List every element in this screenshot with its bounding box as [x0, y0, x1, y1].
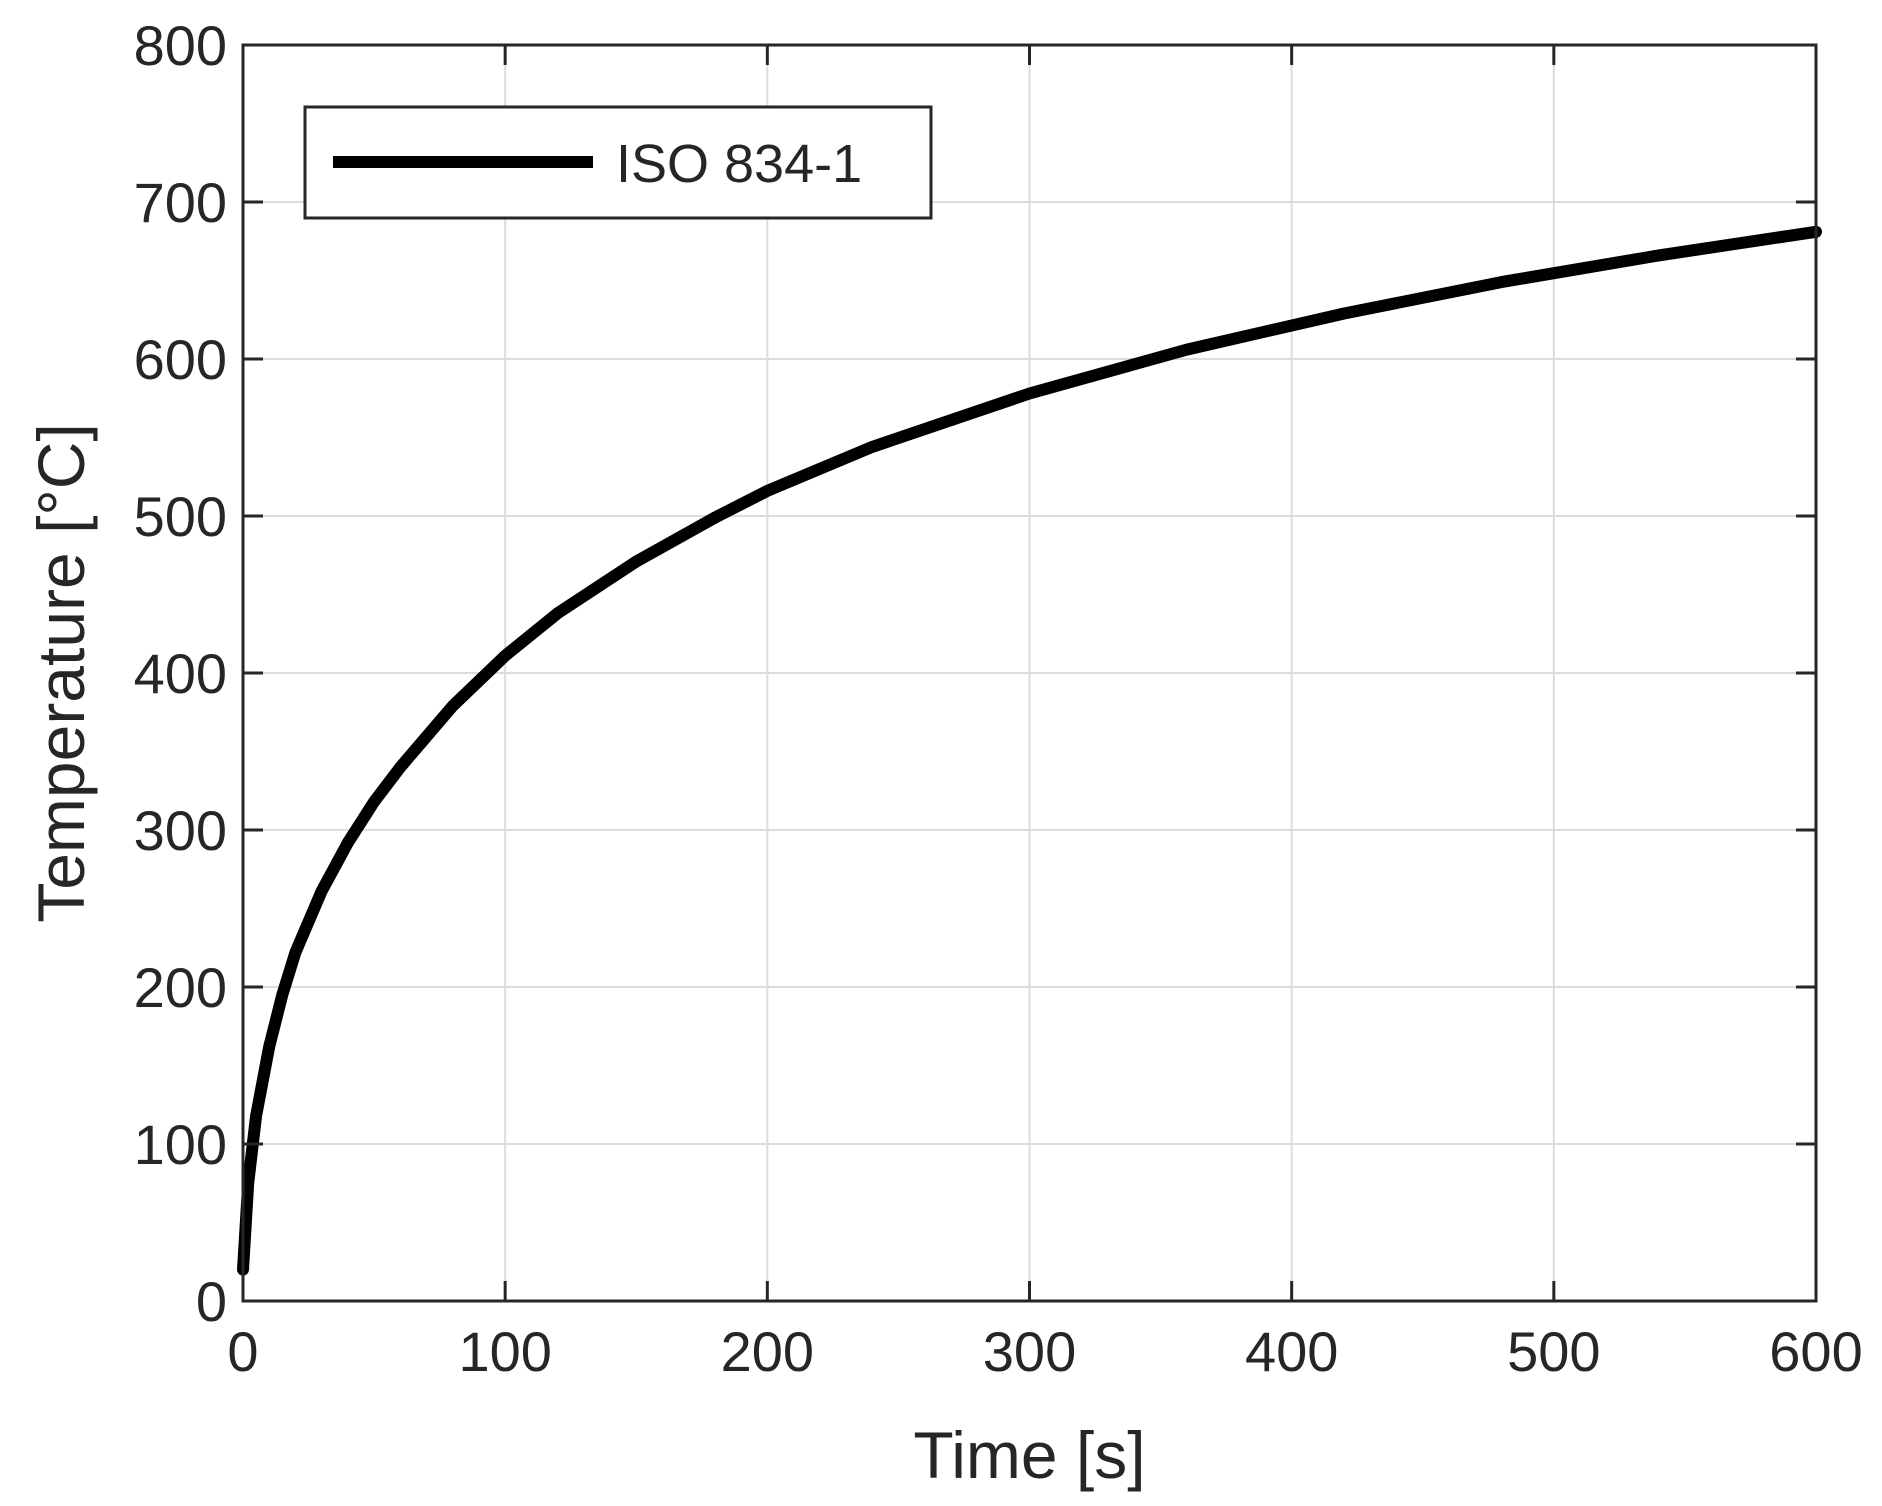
- x-tick-label: 0: [227, 1320, 258, 1383]
- plot-area: [237, 225, 1822, 1276]
- y-tick-label: 400: [134, 642, 227, 705]
- legend: ISO 834-1: [303, 105, 933, 220]
- y-tick-label: 300: [134, 799, 227, 862]
- x-tick-label: 500: [1507, 1320, 1600, 1383]
- y-tick-label: 600: [134, 328, 227, 391]
- y-axis-tick-labels: 0 100 200 300 400 500 600 700 800: [134, 14, 227, 1333]
- x-axis-label: Time [s]: [913, 1418, 1145, 1492]
- grid-lines: [242, 44, 1817, 1302]
- x-tick-label: 200: [721, 1320, 814, 1383]
- x-axis-tick-labels: 0 100 200 300 400 500 600: [227, 1320, 1862, 1383]
- x-tick-label: 600: [1769, 1320, 1862, 1383]
- axis-ticks: [241, 43, 1818, 1303]
- series-line-iso-834-1: [237, 225, 1822, 1276]
- y-tick-label: 0: [196, 1270, 227, 1333]
- y-tick-label: 800: [134, 14, 227, 77]
- x-tick-label: 100: [458, 1320, 551, 1383]
- y-tick-label: 500: [134, 485, 227, 548]
- y-tick-label: 200: [134, 956, 227, 1019]
- y-tick-label: 100: [134, 1113, 227, 1176]
- legend-label-iso-834-1: ISO 834-1: [616, 134, 862, 194]
- y-axis-label: Temperature [°C]: [24, 423, 98, 923]
- x-tick-label: 300: [983, 1320, 1076, 1383]
- x-tick-label: 400: [1245, 1320, 1338, 1383]
- y-tick-label: 700: [134, 171, 227, 234]
